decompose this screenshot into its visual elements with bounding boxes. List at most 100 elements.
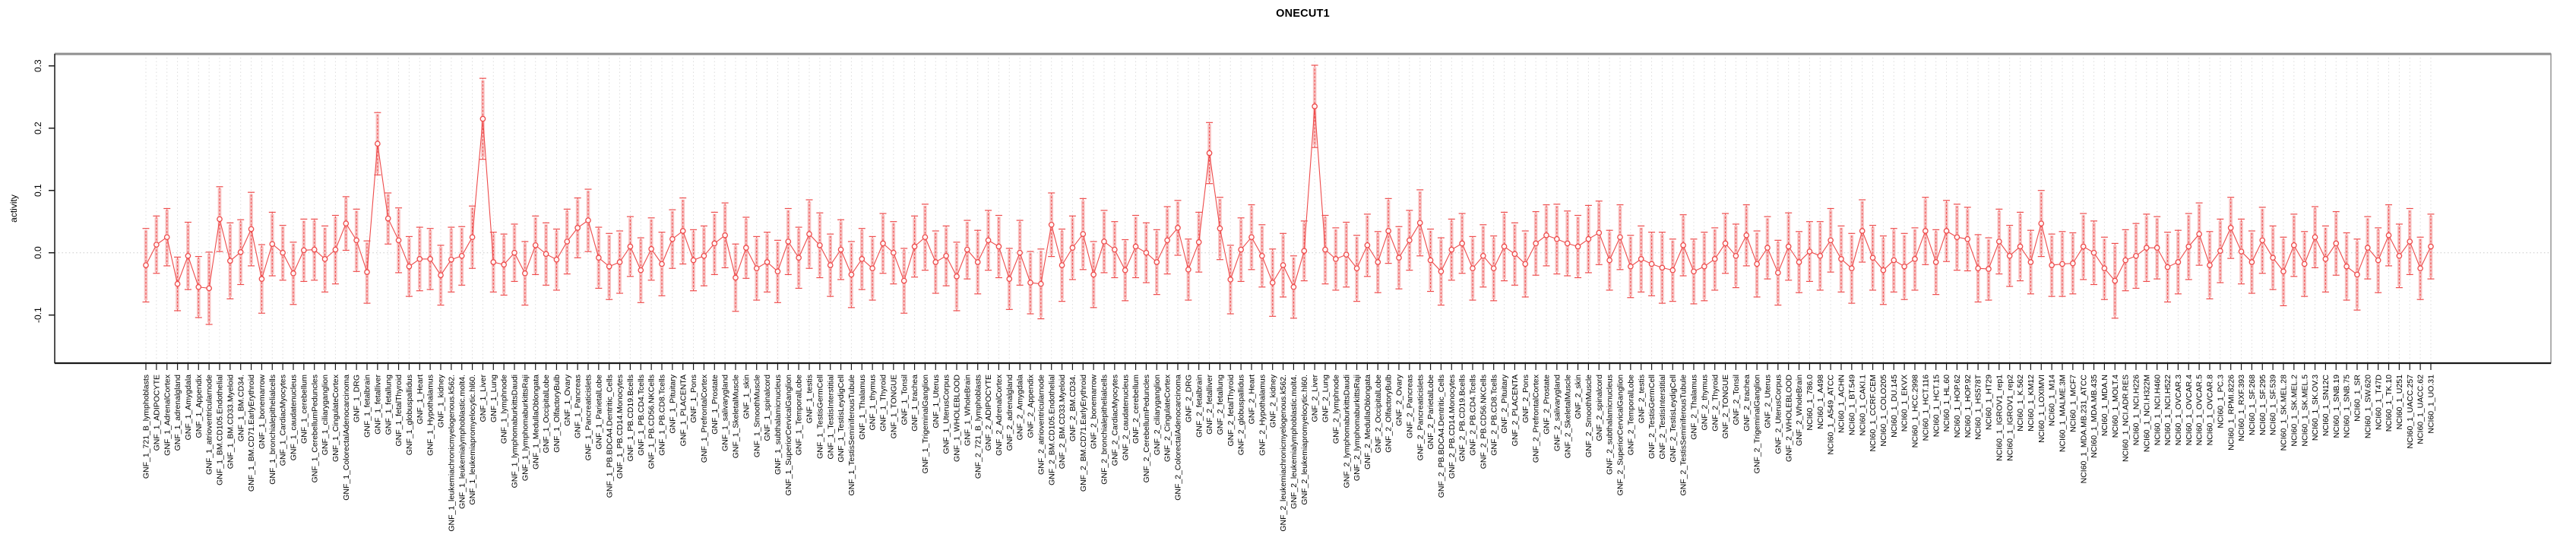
data-point-marker xyxy=(1838,256,1844,262)
x-tick-label: GNF_2_Prostate xyxy=(1543,375,1552,435)
x-tick-label: GNF_2_TestisSeminiferousTubule xyxy=(1679,375,1688,496)
data-point-marker xyxy=(742,245,749,251)
x-tick-label: GNF_1_Pancreas xyxy=(574,375,583,438)
x-tick-label: NCI60_1_COLO205 xyxy=(1879,375,1888,447)
x-tick-label: NCI60_1_EKVX xyxy=(1900,375,1910,432)
x-tick-label: NCI60_1_NCI.H322M xyxy=(2142,375,2151,452)
data-point-marker xyxy=(1269,280,1276,286)
x-tick-label: GNF_1_salivarygland xyxy=(721,375,730,451)
data-point-marker xyxy=(932,259,939,265)
data-point-marker xyxy=(1754,261,1760,267)
data-point-marker xyxy=(280,249,286,256)
x-tick-label: NCI60_1_SK.MEL.28 xyxy=(2280,375,2289,451)
data-point-marker xyxy=(1954,234,1960,241)
data-point-marker xyxy=(1143,249,1150,256)
x-tick-label: GNF_1_globuspallidus xyxy=(405,375,414,455)
data-point-marker xyxy=(1806,248,1813,255)
x-tick-label: NCI60_1_UACC.257 xyxy=(2406,375,2415,449)
data-point-marker xyxy=(143,262,149,268)
data-point-marker xyxy=(290,270,296,277)
x-tick-label: NCI60_1_PC.3 xyxy=(2216,375,2225,428)
data-point-marker xyxy=(585,217,591,223)
data-point-marker xyxy=(479,115,486,122)
data-point-marker xyxy=(638,267,644,274)
x-tick-label: GNF_1_spinalcord xyxy=(763,375,772,441)
data-point-marker xyxy=(153,242,160,248)
x-tick-label: NCI60_1_IGROV1_rep2 xyxy=(2005,375,2014,461)
data-point-marker xyxy=(1322,246,1328,253)
data-point-marker xyxy=(353,237,359,244)
x-tick-label: GNF_1_skin xyxy=(742,375,751,419)
data-point-marker xyxy=(217,216,223,223)
data-point-marker xyxy=(785,239,792,245)
y-tick-label: 0.1 xyxy=(33,184,43,197)
data-point-marker xyxy=(375,141,381,147)
data-point-marker xyxy=(2175,259,2182,265)
data-point-marker xyxy=(2301,261,2308,267)
x-tick-label: GNF_1_BM.CD33.Myeloid xyxy=(226,375,235,469)
x-tick-label: GNF_2_WHOLEBLOOD xyxy=(1784,375,1793,462)
x-tick-label: GNF_2_caudatenucleus xyxy=(1121,375,1130,460)
data-point-marker xyxy=(2354,271,2360,278)
data-point-marker xyxy=(1353,265,1360,272)
data-point-marker xyxy=(774,268,781,275)
x-tick-label: GNF_2_OlfactoryBulb xyxy=(1385,375,1394,453)
x-tick-label: GNF_2_Pancreas xyxy=(1405,375,1414,438)
x-tick-label: GNF_2_adrenalgland xyxy=(1005,375,1014,451)
data-point-marker xyxy=(406,263,413,270)
data-point-marker xyxy=(796,255,802,261)
x-tick-label: GNF_2_Thyroid xyxy=(1710,375,1720,432)
data-point-marker xyxy=(1733,252,1739,259)
data-point-marker xyxy=(1627,263,1634,270)
x-tick-label: GNF_2_Pituitary xyxy=(1500,374,1509,433)
data-point-marker xyxy=(1280,262,1286,268)
x-tick-label: NCI60_1_OVCAR.4 xyxy=(2185,375,2194,446)
data-point-marker xyxy=(416,256,423,262)
x-tick-label: GNF_2_DRG xyxy=(1184,375,1193,422)
data-point-marker xyxy=(880,240,886,247)
x-tick-label: GNF_2_fetalliver xyxy=(1205,374,1214,434)
data-point-marker xyxy=(1932,259,1939,265)
x-tick-label: GNF_2_PB.CD14.Monocytes xyxy=(1448,375,1457,479)
x-tick-label: GNF_2_spinalcord xyxy=(1595,375,1604,441)
data-point-marker xyxy=(1006,276,1013,282)
data-point-marker xyxy=(269,241,276,248)
x-tick-label: NCI60_1_RPMI.8226 xyxy=(2226,375,2236,451)
data-point-marker xyxy=(1743,232,1750,239)
x-tick-label: GNF_1_leukemiapromyelocytic.hl60. xyxy=(468,375,477,505)
x-tick-label: GNF_1_ParietalLobe xyxy=(594,375,603,450)
x-tick-label: GNF_2_MedullaOblongata xyxy=(1363,375,1372,470)
data-point-marker xyxy=(1090,271,1097,278)
data-point-marker xyxy=(469,234,476,241)
x-tick-label: GNF_2_ADIPOCYTE xyxy=(984,375,993,451)
x-tick-label: GNF_1_Heart xyxy=(416,375,425,424)
x-tick-label: GNF_1_Prostate xyxy=(710,375,720,435)
x-tick-label: GNF_1_Amygdala xyxy=(184,375,193,441)
data-point-marker xyxy=(1069,245,1076,251)
x-tick-label: GNF_2_leukemiachronicmyelogenous.k562. xyxy=(1279,375,1288,532)
x-tick-label: NCI60_1_SNB.19 xyxy=(2332,375,2341,438)
data-point-marker xyxy=(1343,251,1350,258)
x-tick-label: GNF_1_721_B_lymphoblasts xyxy=(142,375,151,479)
x-tick-label: GNF_2_salivarygland xyxy=(1552,375,1562,451)
data-point-marker xyxy=(659,261,665,267)
data-point-marker xyxy=(1943,228,1950,234)
data-point-marker xyxy=(1533,240,1539,247)
x-tick-label: NCI60_1_SW.620 xyxy=(2363,375,2372,438)
x-tick-label: GNF_2_PB.CD4.Tcells xyxy=(1469,375,1478,456)
x-tick-label: NCI60_1_MOLT.4 xyxy=(2111,375,2120,438)
x-tick-label: GNF_1_TestisInterstitial xyxy=(826,375,835,459)
data-point-marker xyxy=(1364,242,1371,248)
data-point-marker xyxy=(596,255,602,261)
data-point-marker xyxy=(859,256,866,262)
data-point-marker xyxy=(701,252,707,259)
x-tick-label: NCI60_1_SK.OV.3 xyxy=(2311,375,2320,441)
x-tick-label: GNF_2_Ovary xyxy=(1395,374,1404,425)
data-point-marker xyxy=(1217,225,1223,232)
data-point-marker xyxy=(1553,236,1560,242)
x-tick-label: GNF_1_BM.CD71.EarlyErythroid xyxy=(247,375,256,492)
data-point-marker xyxy=(522,270,528,277)
x-tick-label: NCI60_1_MDA.MB.435 xyxy=(2090,375,2099,458)
x-tick-label: GNF_1_BM.CD34. xyxy=(236,375,245,441)
x-tick-label: GNF_1_subthalamicnucleus xyxy=(774,375,783,475)
